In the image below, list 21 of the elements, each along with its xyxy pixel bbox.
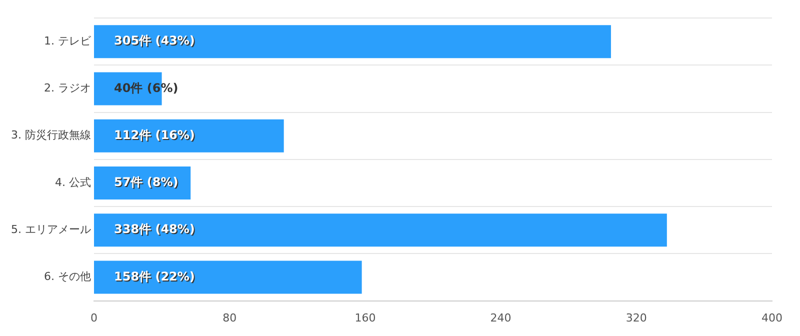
data-label: 112件 (16%) [114, 128, 196, 143]
x-tick-label: 320 [626, 311, 647, 324]
y-tick-label: 5. エリアメール [10, 222, 91, 236]
y-tick-label: 3. 防災行政無線 [10, 128, 91, 142]
data-label: 158件 (22%) [114, 270, 196, 284]
x-tick-label: 400 [762, 311, 782, 324]
bar [94, 214, 667, 247]
y-tick-label: 4. 公式 [54, 176, 91, 189]
x-tick-label: 160 [354, 311, 376, 324]
x-tick-label: 240 [490, 311, 512, 324]
bar [94, 119, 284, 152]
y-tick-label: 1. テレビ [44, 34, 92, 48]
y-tick-label: 2. ラジオ [44, 82, 91, 95]
x-tick-label: 0 [90, 311, 98, 324]
y-tick-label: 6. その他 [44, 270, 91, 284]
data-label: 338件 (48%) [114, 223, 196, 238]
data-label: 305件 (43%) [114, 34, 196, 49]
data-label: 57件 (8%) [114, 176, 180, 190]
bar [94, 25, 611, 58]
bar [94, 260, 362, 294]
x-tick-label: 80 [222, 311, 237, 324]
